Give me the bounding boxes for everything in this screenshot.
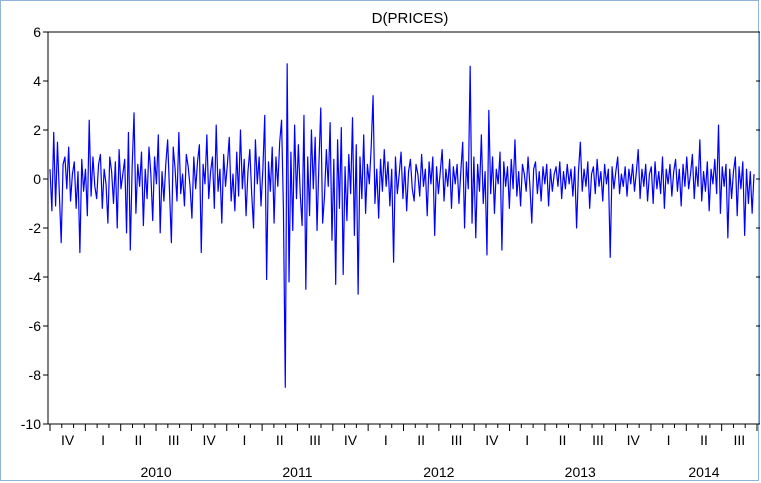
x-quarter-label: III	[451, 432, 463, 448]
x-year-label: 2013	[565, 464, 596, 480]
x-quarter-label: IV	[61, 432, 75, 448]
plot-area	[47, 31, 760, 425]
x-quarter-label: I	[667, 432, 671, 448]
x-quarter-label: I	[525, 432, 529, 448]
chart-title: D(PRICES)	[372, 10, 449, 27]
x-quarter-label: IV	[627, 432, 641, 448]
x-quarter-label: IV	[344, 432, 358, 448]
x-quarter-label: II	[700, 432, 708, 448]
x-quarter-label: II	[134, 432, 142, 448]
x-quarter-label: IV	[485, 432, 499, 448]
y-tick-label: 4	[33, 73, 41, 89]
x-quarter-label: III	[309, 432, 321, 448]
x-quarter-label: II	[559, 432, 567, 448]
y-tick-label: 6	[33, 24, 41, 40]
x-quarter-label: III	[592, 432, 604, 448]
x-quarter-label: III	[168, 432, 180, 448]
x-year-label: 2010	[140, 464, 171, 480]
x-year-label: 2012	[423, 464, 454, 480]
plot-border	[47, 31, 760, 425]
y-tick-label: -6	[29, 318, 42, 334]
series-line	[49, 63, 755, 388]
y-tick-label: -2	[29, 220, 42, 236]
x-quarter-label: II	[276, 432, 284, 448]
x-quarter-label: IV	[202, 432, 216, 448]
y-tick-label: 2	[33, 122, 41, 138]
y-tick-label: -4	[29, 269, 42, 285]
x-year-label: 2014	[688, 464, 719, 480]
x-quarter-label: I	[101, 432, 105, 448]
x-quarter-label: III	[733, 432, 745, 448]
x-quarter-label: I	[384, 432, 388, 448]
y-tick-label: -10	[21, 416, 41, 432]
y-tick-label: -8	[29, 367, 42, 383]
x-axis: IV I II III IV I II III IV I II III IV I II III IV I II III…	[49, 424, 758, 480]
y-axis: 6 4 2 0 -2 -4 -6 -8 -10	[21, 24, 760, 432]
y-tick-label: 0	[33, 171, 41, 187]
x-year-label: 2011	[282, 464, 312, 480]
x-quarter-label: II	[417, 432, 425, 448]
x-quarter-label: I	[242, 432, 246, 448]
